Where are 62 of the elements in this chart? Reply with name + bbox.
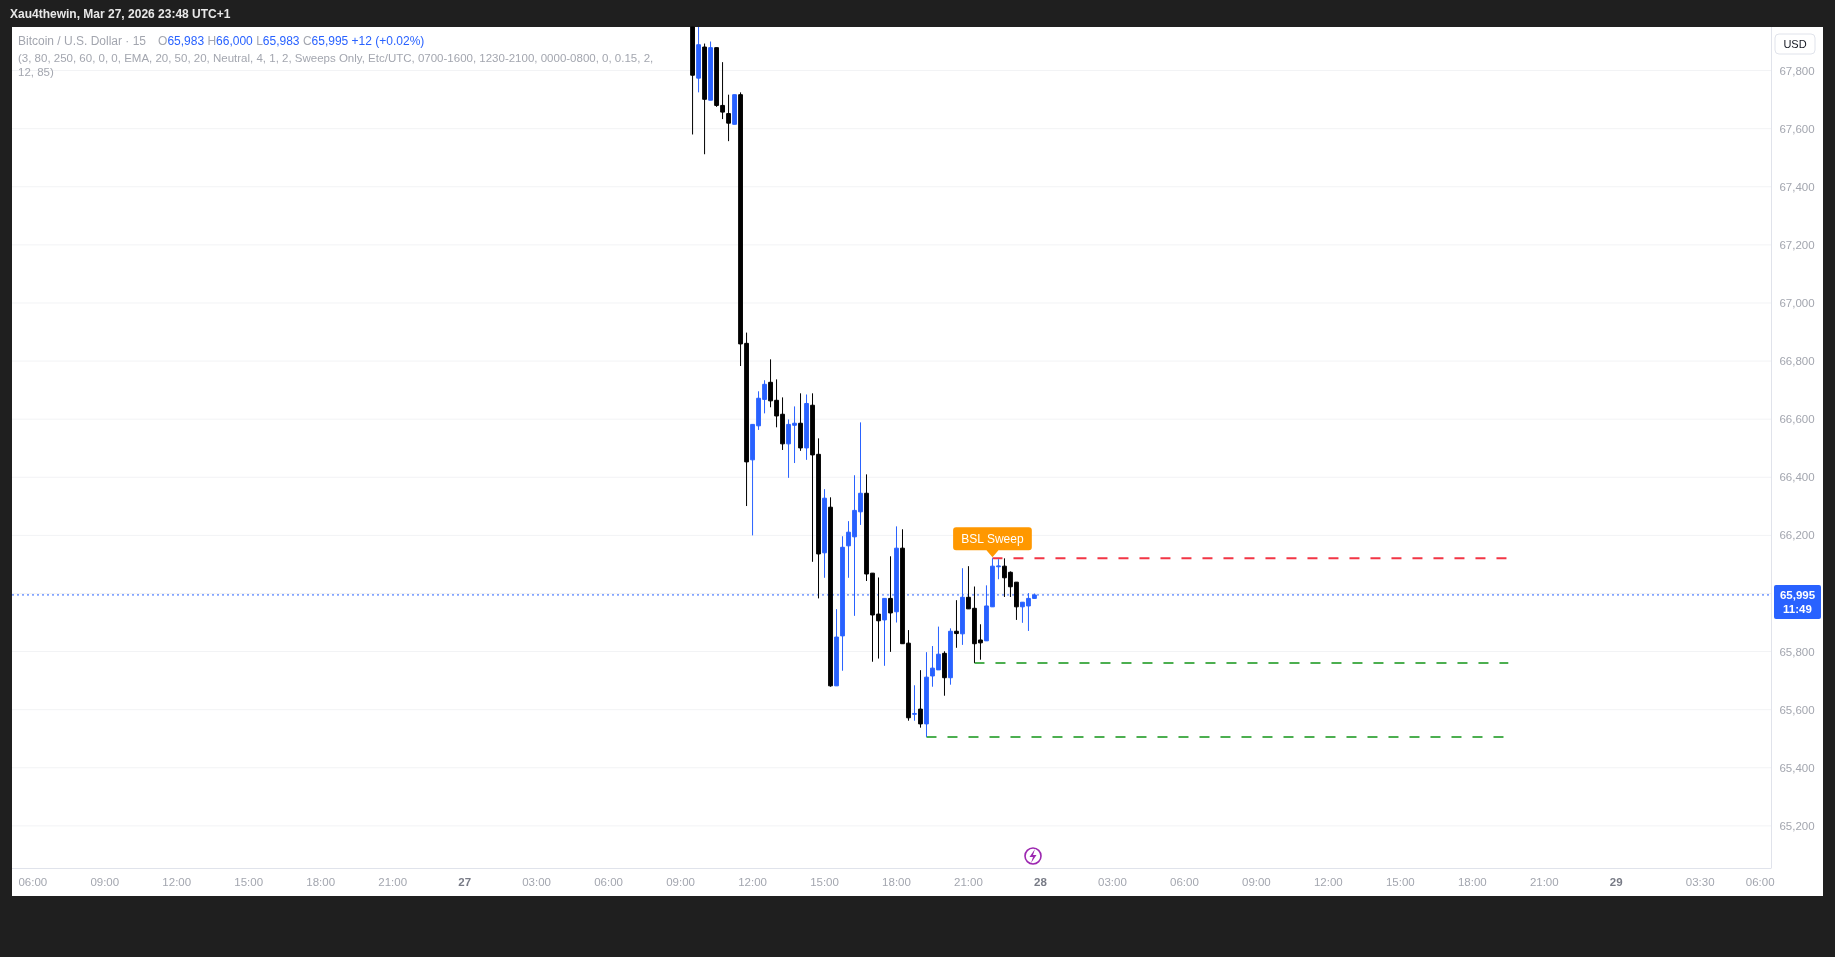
x-tick-label: 15:00	[1385, 876, 1415, 888]
x-tick-label: 06:00	[594, 876, 623, 888]
x-tick-label: 12:00	[1313, 876, 1343, 888]
y-tick-label: 67,200	[1779, 238, 1815, 251]
candlestick	[948, 627, 953, 686]
annotation: (3, 80, 250, 60, 0, 0, EMA, 20, 50, 20, Neutral, 4, 1, 2, Sweeps Only, Etc/UTC, 0700-1600, 1230-2100, 0000-0800, 0, 0.15, 2, 12, 85)	[18, 52, 654, 78]
y-tick-label: 66,400	[1779, 471, 1815, 484]
y-tick-label: 66,800	[1779, 355, 1815, 368]
candlestick	[798, 392, 803, 452]
x-tick-label: 18:00	[306, 876, 336, 888]
candlestick	[888, 555, 893, 653]
candlestick	[696, 26, 701, 93]
x-tick-label: 03:00	[522, 876, 552, 888]
y-tick-label: 67,600	[1779, 122, 1815, 135]
y-tick-label: 65,800	[1779, 645, 1815, 658]
y-tick-label: 67,800	[1779, 64, 1815, 77]
x-tick-label: 03:30	[1685, 876, 1715, 888]
text: O65,983 H66,000 L65,983 C65,995 +12 (+0.02%)	[158, 34, 425, 48]
y-tick-label: 66,200	[1779, 529, 1815, 542]
x-tick-label: 09:00	[666, 876, 695, 888]
y-tick-label: 66,600	[1779, 413, 1815, 426]
candlestick	[702, 43, 707, 155]
y-tick-label: 65,400	[1779, 761, 1815, 774]
x-tick-label: 06:00	[18, 876, 48, 888]
x-tick-label: 18:00	[1457, 876, 1487, 888]
x-tick-label: 27	[458, 876, 472, 888]
y-tick-label: 65,600	[1779, 703, 1815, 716]
text: Xau4thewin, Mar 27, 2026 23:48 UTC+1	[10, 7, 231, 21]
x-tick-label: 03:00	[1098, 876, 1127, 888]
x-tick-label: 15:00	[810, 876, 839, 888]
x-tick-label: 09:00	[90, 876, 120, 888]
y-tick-label: 65,200	[1779, 819, 1815, 832]
candlestick	[912, 684, 917, 722]
x-tick-label: 12:00	[162, 876, 192, 888]
candlestick	[954, 599, 959, 649]
x-tick-label: 29	[1609, 876, 1623, 888]
x-tick-label: 06:00	[1745, 876, 1775, 888]
x-tick-label: 12:00	[738, 876, 767, 888]
x-tick-label: 21:00	[378, 876, 408, 888]
candlestick	[708, 41, 713, 101]
x-tick-label: 21:00	[954, 876, 983, 888]
candlestick	[942, 650, 947, 697]
y-tick-label: 67,400	[1779, 180, 1815, 193]
x-tick-label: 06:00	[1170, 876, 1199, 888]
candlestick	[882, 597, 887, 667]
candlestick	[804, 393, 809, 461]
y-tick-label: 67,000	[1779, 296, 1815, 309]
candlestick	[690, 26, 695, 135]
candlestick	[726, 94, 731, 142]
x-tick-label: 28	[1034, 876, 1048, 888]
x-tick-label: 21:00	[1529, 876, 1559, 888]
candlestick	[822, 488, 827, 579]
annotation: BSL Sweep	[961, 531, 1024, 546]
candlestick	[732, 94, 737, 125]
ref-line-label: 65,995 11:49	[1779, 588, 1816, 615]
y-axis-title: USD	[1783, 38, 1807, 50]
x-tick-label: 15:00	[234, 876, 264, 888]
candlestick	[828, 496, 833, 688]
candlestick	[918, 669, 923, 729]
x-tick-label: 09:00	[1241, 876, 1271, 888]
text: Bitcoin / U.S. Dollar · 15	[18, 34, 147, 48]
x-tick-label: 18:00	[882, 876, 911, 888]
